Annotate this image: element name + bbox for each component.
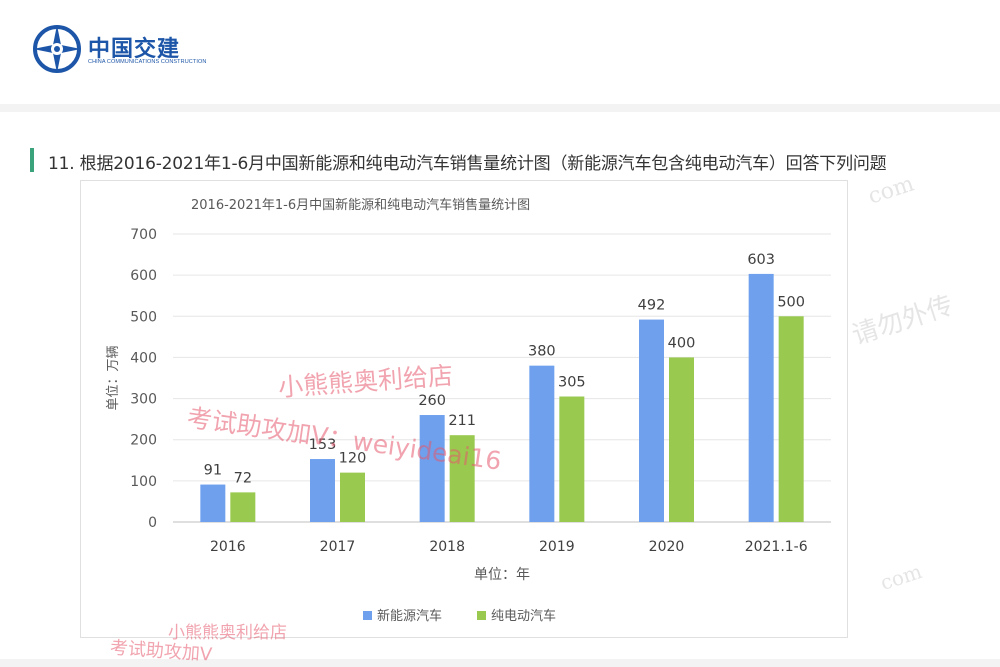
- data-label: 211: [448, 413, 476, 429]
- data-label: 500: [777, 294, 805, 310]
- question-accent-bar: [30, 148, 34, 172]
- logo-text: 中国交建: [88, 37, 181, 62]
- bar-new-energy: [200, 484, 226, 522]
- bar-new-energy: [310, 459, 335, 522]
- data-label: 72: [234, 470, 252, 486]
- logo-subtext: CHINA COMMUNICATIONS CONSTRUCTION: [88, 59, 207, 65]
- legend-swatch-pure-electric: [477, 611, 486, 620]
- bar-new-energy: [529, 365, 555, 522]
- chart-card: 2016-2021年1-6月中国新能源和纯电动汽车销售量统计图 0 100 200 3…: [80, 180, 848, 638]
- bar-new-energy: [639, 319, 664, 522]
- bar-pure-electric: [559, 396, 585, 522]
- y-tick-label: 700: [130, 227, 157, 243]
- data-label: 400: [668, 335, 696, 351]
- x-tick-label: 2018: [429, 539, 465, 555]
- y-tick-label: 600: [130, 268, 157, 284]
- data-label: 91: [204, 463, 222, 479]
- bar-pure-electric: [669, 357, 694, 522]
- y-tick-label: 0: [148, 515, 157, 531]
- bar-pure-electric: [340, 472, 365, 522]
- bar-pure-electric: [449, 435, 475, 522]
- y-tick-label: 200: [130, 433, 157, 449]
- y-tick-label: 100: [130, 474, 157, 490]
- page-header: 中国交建 CHINA COMMUNICATIONS CONSTRUCTION: [0, 0, 1000, 104]
- legend-label: 纯电动汽车: [491, 608, 556, 624]
- data-label: 492: [638, 298, 666, 314]
- y-tick-label: 300: [130, 392, 157, 408]
- x-tick-label: 2017: [320, 539, 356, 555]
- data-label: 305: [558, 375, 586, 391]
- question-text: 11. 根据2016-2021年1-6月中国新能源和纯电动汽车销售量统计图（新能…: [48, 154, 887, 174]
- data-label: 603: [747, 252, 775, 268]
- x-tick-label: 2019: [539, 539, 575, 555]
- y-tick-label: 400: [130, 350, 157, 366]
- x-tick-label: 2020: [649, 539, 685, 555]
- bar-pure-electric: [778, 316, 804, 522]
- x-tick-label: 2021.1-6: [745, 539, 808, 555]
- x-axis-title: 单位：年: [474, 567, 530, 583]
- data-label: 120: [339, 451, 367, 467]
- chart-title: 2016-2021年1-6月中国新能源和纯电动汽车销售量统计图: [191, 198, 531, 213]
- bar-new-energy: [748, 273, 774, 522]
- bar-pure-electric: [230, 492, 256, 522]
- data-label: 380: [528, 344, 556, 360]
- legend-label: 新能源汽车: [377, 608, 442, 624]
- y-tick-label: 500: [130, 309, 157, 325]
- legend-swatch-new-energy: [363, 611, 372, 620]
- data-label: 153: [309, 437, 337, 453]
- x-tick-label: 2016: [210, 539, 246, 555]
- y-axis-title: 单位：万辆: [106, 345, 121, 410]
- bar-new-energy: [419, 415, 445, 522]
- data-label: 260: [418, 393, 446, 409]
- china-communications-logo-icon: [33, 25, 81, 73]
